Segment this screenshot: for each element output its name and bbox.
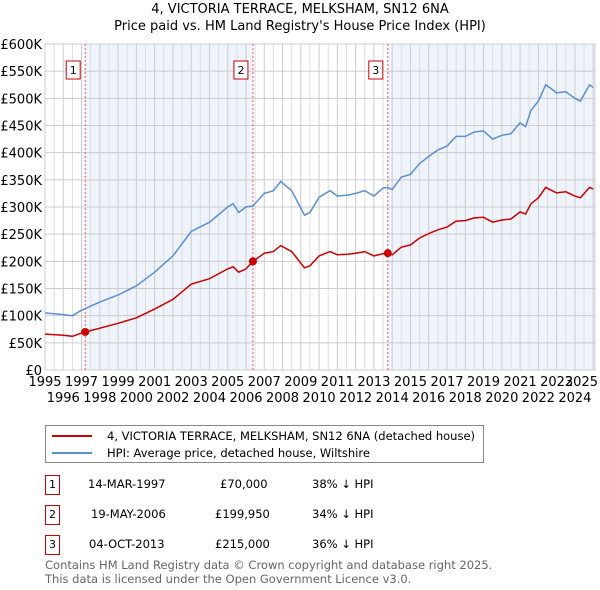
y-tick-label: £550K (0, 65, 42, 80)
x-tick-label: 2002 (156, 391, 189, 406)
x-tick-label: 2020 (485, 391, 518, 406)
y-tick-label: £400K (0, 147, 42, 162)
x-tick-label: 1999 (102, 375, 135, 390)
hpi-line (44, 83, 594, 317)
x-tick-label: 2000 (120, 391, 153, 406)
legend-item-price: 4, VICTORIA TERRACE, MELKSHAM, SN12 6NA … (46, 428, 475, 443)
x-tick-label: 2015 (394, 375, 427, 390)
sale-price: £215,000 (215, 537, 270, 551)
x-tick-label: 2021 (504, 375, 537, 390)
x-tick-label: 2008 (266, 391, 299, 406)
table-row: 2 19-MAY-2006 £199,950 34% ↓ HPI (45, 505, 465, 525)
y-tick-label: £100K (0, 310, 42, 325)
sale-marker-box (65, 60, 81, 80)
legend: 4, VICTORIA TERRACE, MELKSHAM, SN12 6NA … (45, 425, 485, 463)
sale-hpi-diff: 34% ↓ HPI (312, 507, 374, 521)
price-paid-line (44, 186, 594, 338)
x-tick-label: 1996 (47, 391, 80, 406)
sale-date: 14-MAR-1997 (88, 477, 166, 491)
sale-price: £70,000 (220, 477, 268, 491)
legend-label: HPI: Average price, detached house, Wilt… (107, 445, 370, 460)
chart-subtitle: Price paid vs. HM Land Registry's House … (114, 19, 486, 34)
sale-marker-label: 1 (70, 64, 77, 77)
x-tick-label: 2025 (565, 375, 598, 390)
sale-marker-badge: 1 (45, 475, 60, 495)
sale-price: £199,950 (215, 507, 270, 521)
table-row: 1 14-MAR-1997 £70,000 38% ↓ HPI (45, 475, 465, 495)
y-tick-label: £450K (0, 120, 42, 135)
y-tick-label: £250K (0, 228, 42, 243)
legend-swatch-blue (52, 451, 92, 454)
sale-marker-label: 2 (237, 64, 244, 77)
x-tick-label: 2001 (138, 375, 171, 390)
sale-marker-box (368, 60, 384, 80)
x-tick-label: 2017 (430, 375, 463, 390)
price-chart: £0 £50K £100K £150K £200K £250K £300K £350K £400… (0, 38, 598, 406)
x-tick-label: 2003 (175, 375, 208, 390)
x-tick-label: 2022 (522, 391, 555, 406)
y-tick-label: £150K (0, 283, 42, 298)
y-tick-label: £500K (0, 92, 42, 107)
sale-point (383, 249, 392, 258)
y-tick-label: £50K (9, 337, 43, 352)
sale-marker-box (233, 60, 249, 80)
y-tick-label: £0 (25, 364, 42, 379)
x-tick-label: 2024 (558, 391, 591, 406)
x-tick-label: 2016 (412, 391, 445, 406)
sale-marker-badge: 2 (45, 505, 60, 525)
sale-date: 19-MAY-2006 (91, 507, 166, 521)
x-tick-label: 2014 (376, 391, 409, 406)
plot-border (44, 43, 596, 371)
x-tick-label: 2006 (229, 391, 262, 406)
sale-point (248, 257, 257, 266)
x-tick-label: 2005 (211, 375, 244, 390)
x-tick-label: 2023 (540, 375, 573, 390)
y-tick-label: £200K (0, 255, 42, 270)
sale-marker-label: 3 (372, 64, 379, 77)
sale-marker-badge: 3 (45, 535, 60, 555)
sale-hpi-diff: 38% ↓ HPI (312, 477, 374, 491)
x-tick-label: 2012 (339, 391, 372, 406)
x-tick-label: 2013 (357, 375, 390, 390)
x-tick-label: 1995 (28, 375, 61, 390)
x-tick-label: 2018 (449, 391, 482, 406)
table-row: 3 04-OCT-2013 £215,000 36% ↓ HPI (45, 535, 465, 555)
x-tick-label: 2011 (321, 375, 354, 390)
x-tick-label: 2007 (248, 375, 281, 390)
x-tick-label: 1998 (83, 391, 116, 406)
y-tick-label: £350K (0, 174, 42, 189)
chart-title: 4, VICTORIA TERRACE, MELKSHAM, SN12 6NA (151, 2, 449, 17)
y-tick-label: £600K (0, 38, 42, 53)
footer-copyright: Contains HM Land Registry data © Crown c… (45, 558, 493, 572)
legend-swatch-red (52, 434, 92, 437)
sale-date: 04-OCT-2013 (89, 537, 165, 551)
x-tick-label: 2009 (284, 375, 317, 390)
legend-item-hpi: HPI: Average price, detached house, Wilt… (46, 445, 475, 460)
x-tick-label: 2010 (303, 391, 336, 406)
y-tick-label: £300K (0, 201, 42, 216)
x-tick-label: 1997 (65, 375, 98, 390)
sale-hpi-diff: 36% ↓ HPI (312, 537, 374, 551)
sale-point (81, 327, 90, 336)
footer-licence: This data is licensed under the Open Gov… (45, 572, 412, 586)
legend-label: 4, VICTORIA TERRACE, MELKSHAM, SN12 6NA … (107, 428, 476, 443)
x-tick-label: 2004 (193, 391, 226, 406)
x-tick-label: 2019 (467, 375, 500, 390)
